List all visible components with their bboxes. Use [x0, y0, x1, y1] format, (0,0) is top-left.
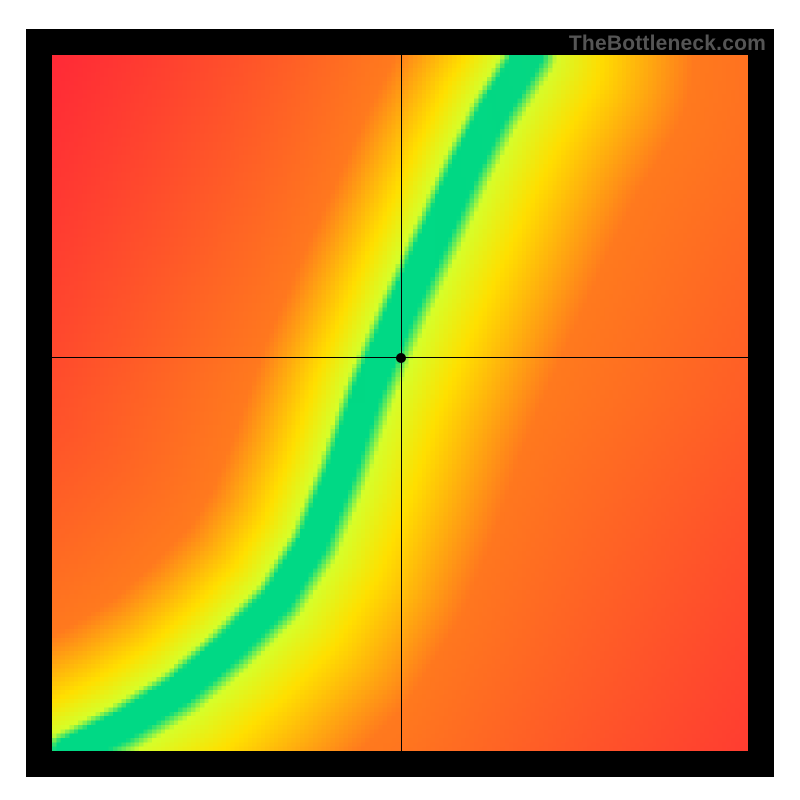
root: TheBottleneck.com — [0, 0, 800, 800]
watermark-text: TheBottleneck.com — [569, 32, 766, 56]
heatmap-plot — [52, 55, 748, 751]
heatmap-canvas — [52, 55, 748, 751]
chart-outer-frame: TheBottleneck.com — [26, 29, 774, 777]
